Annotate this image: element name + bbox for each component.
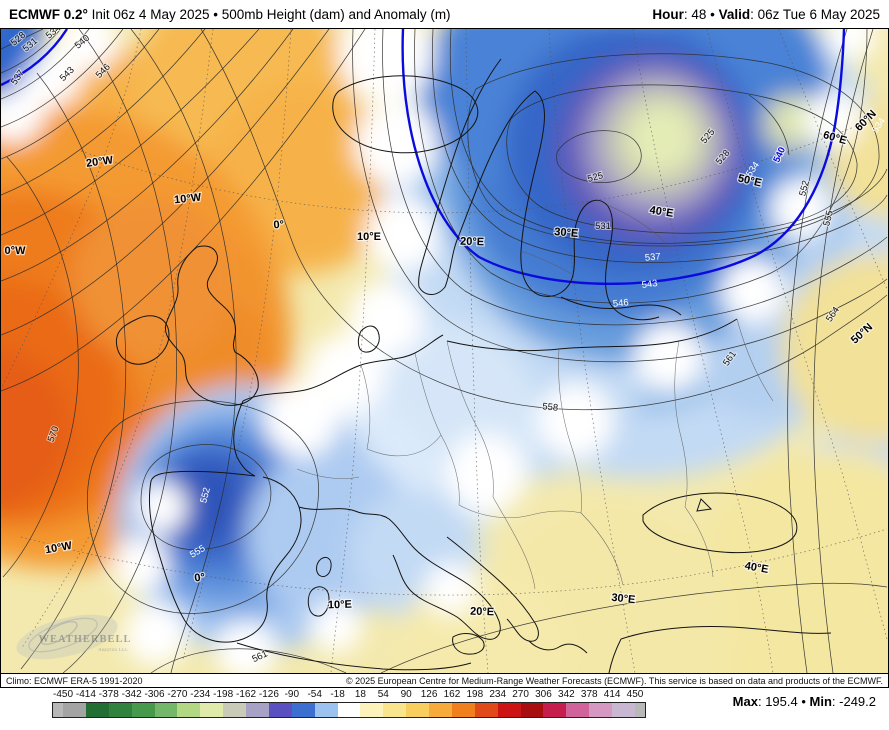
contour-label: 546	[612, 297, 629, 309]
contour-540-blue	[1, 29, 846, 285]
contour-label: 552	[198, 486, 213, 504]
colorbar-segment	[383, 703, 407, 717]
graticule-labels: 0°W20°W10°W0°10°E 20°E30°E40°E50°E60°E60°…	[3, 107, 880, 620]
colorbar-tick-label: 378	[580, 689, 598, 700]
colorbar-tick-label: 342	[558, 689, 575, 700]
colorbar-tick-label: 198	[466, 689, 484, 700]
graticule-label: 10°W	[174, 192, 203, 207]
contour-label: 531	[595, 221, 611, 232]
colorbar-tick-label: -270	[167, 689, 188, 700]
colorbar-tick-label: 414	[603, 689, 621, 700]
contour-label: 552	[797, 179, 812, 197]
colorbar	[52, 702, 646, 718]
colorbar-segment	[360, 703, 384, 717]
colorbar-tick-label: 54	[377, 689, 389, 700]
colorbar-tick-label: 450	[626, 689, 644, 700]
colorbar-segment	[154, 703, 178, 717]
model-name: ECMWF 0.2°	[9, 6, 88, 22]
anomaly-fields	[1, 29, 888, 673]
contour-label: 543	[641, 278, 658, 291]
colorbar-segment	[566, 703, 590, 717]
colorbar-segment	[520, 703, 544, 717]
colorbar-tick-label: -90	[284, 689, 300, 700]
colorbar-tick-label: 162	[443, 689, 461, 700]
colorbar-segment	[543, 703, 567, 717]
watermark-subtitle: Analytics LLC	[98, 648, 129, 653]
contour-label: 558	[542, 401, 559, 413]
colorbar-segment	[268, 703, 292, 717]
watermark-title: WEATHERBELL	[38, 634, 131, 645]
colorbar-tick-label: 234	[489, 689, 507, 700]
colorbar-tick-label: -414	[75, 689, 96, 700]
colorbar-segment	[589, 703, 612, 717]
map-frame: WEATHERBELL Analytics LLC 0°W 20°W 10°W 0° 1…	[0, 28, 889, 688]
colorbar-tick-label: -126	[258, 689, 279, 700]
colorbar-segment	[612, 703, 635, 717]
colorbar-segment	[85, 703, 109, 717]
graticule-label: 10°E	[357, 231, 381, 243]
colorbar-tick-label: -342	[121, 689, 142, 700]
header: ECMWF 0.2° Init 06z 4 May 2025 • 500mb H…	[0, 0, 889, 28]
colorbar-segment	[429, 703, 452, 717]
climo-text: Climo: ECMWF ERA-5 1991-2020	[6, 675, 143, 686]
graticule-label: 0°W	[5, 245, 27, 257]
colorbar-endcap	[53, 703, 63, 717]
colorbar-tick-label: -18	[330, 689, 345, 700]
contour-label: 555	[821, 209, 836, 227]
colorbar-segment	[63, 703, 86, 717]
colorbar-tick-label: -198	[213, 689, 234, 700]
height-contours	[1, 29, 888, 673]
colorbar-segment	[497, 703, 521, 717]
colorbar-segment	[406, 703, 429, 717]
graticule	[1, 29, 888, 673]
colorbar-segment	[223, 703, 246, 717]
graticule-label: 20°E	[470, 606, 494, 619]
colorbar-tick-label: 18	[354, 689, 366, 700]
graticule-label: 20°E	[460, 236, 484, 249]
credit-strip: Climo: ECMWF ERA-5 1991-2020 © 2025 Euro…	[1, 673, 888, 687]
weatherbell-watermark: WEATHERBELL Analytics LLC	[16, 614, 131, 660]
colorbar-segment	[131, 703, 155, 717]
colorbar-tick-label: -306	[144, 689, 165, 700]
copyright-text: © 2025 European Centre for Medium-Range …	[345, 675, 883, 686]
colorbar-segment	[451, 703, 475, 717]
header-title: ECMWF 0.2° Init 06z 4 May 2025 • 500mb H…	[9, 6, 451, 22]
colorbar-segment	[291, 703, 315, 717]
graticule-label: 30°E	[554, 226, 579, 240]
colorbar-tick-label: -378	[98, 689, 119, 700]
contour-label: 525	[586, 170, 604, 185]
colorbar-endcap	[634, 703, 645, 717]
colorbar-tick-label: 126	[420, 689, 438, 700]
anomaly-scale: -450 -414 -378 -342 -306 -270 -234 -198 -162 -126…	[0, 688, 889, 730]
colorbar-segment	[474, 703, 498, 717]
contour-label: 537	[644, 251, 661, 263]
colorbar-tick-label: -450	[52, 689, 74, 700]
graticule-label: 40°E	[649, 204, 675, 220]
colorbar-tick-label: -162	[236, 689, 257, 700]
colorbar-tick-label: 306	[535, 689, 552, 700]
graticule-label: 40°E	[744, 560, 770, 576]
weather-map: WEATHERBELL Analytics LLC 0°W 20°W 10°W 0° 1…	[1, 29, 888, 673]
colorbar-segment	[337, 703, 361, 717]
country-borders	[296, 204, 774, 590]
colorbar-segment	[108, 703, 132, 717]
graticule-label: 0°	[273, 219, 284, 232]
colorbar-tick-label: -54	[307, 689, 322, 700]
colorbar-tick-label: 270	[512, 689, 529, 700]
graticule-label: 20°W	[85, 154, 114, 170]
colorbar-segment	[246, 703, 269, 717]
colorbar-tick-label: 90	[400, 689, 412, 700]
colorbar-segment	[200, 703, 224, 717]
graticule-label: 30°E	[611, 592, 636, 606]
colorbar-segment	[177, 703, 201, 717]
colorbar-segment	[314, 703, 338, 717]
colorbar-tick-label: -234	[190, 689, 211, 700]
colorbar-ticks: -450 -414 -378 -342 -306 -270 -234 -198 -162 -126…	[52, 689, 644, 701]
graticule-label: 10°E	[328, 599, 352, 612]
coastlines	[115, 58, 832, 673]
graticule-label: 0°	[194, 571, 206, 584]
max-min-readout: Max: 195.4 • Min: -249.2	[732, 694, 876, 709]
header-valid: Hour: 48 • Valid: 06z Tue 6 May 2025	[652, 6, 880, 22]
